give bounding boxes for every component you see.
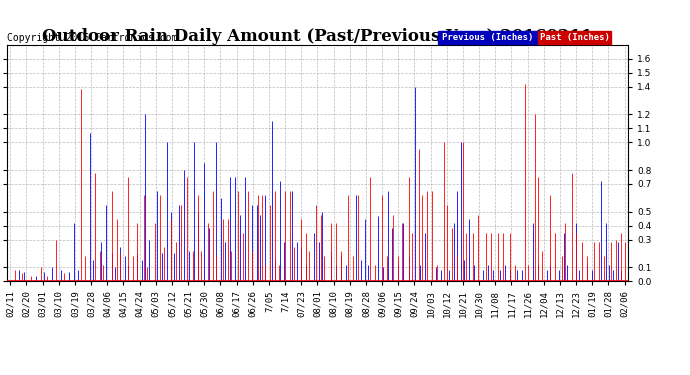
Text: Copyright 2016 Cartronics.com: Copyright 2016 Cartronics.com [7,33,177,43]
Title: Outdoor Rain Daily Amount (Past/Previous Year) 20160211: Outdoor Rain Daily Amount (Past/Previous… [42,28,593,45]
FancyBboxPatch shape [538,31,611,44]
Text: Previous (Inches): Previous (Inches) [442,33,533,42]
FancyBboxPatch shape [439,31,537,44]
Text: Past (Inches): Past (Inches) [540,33,609,42]
